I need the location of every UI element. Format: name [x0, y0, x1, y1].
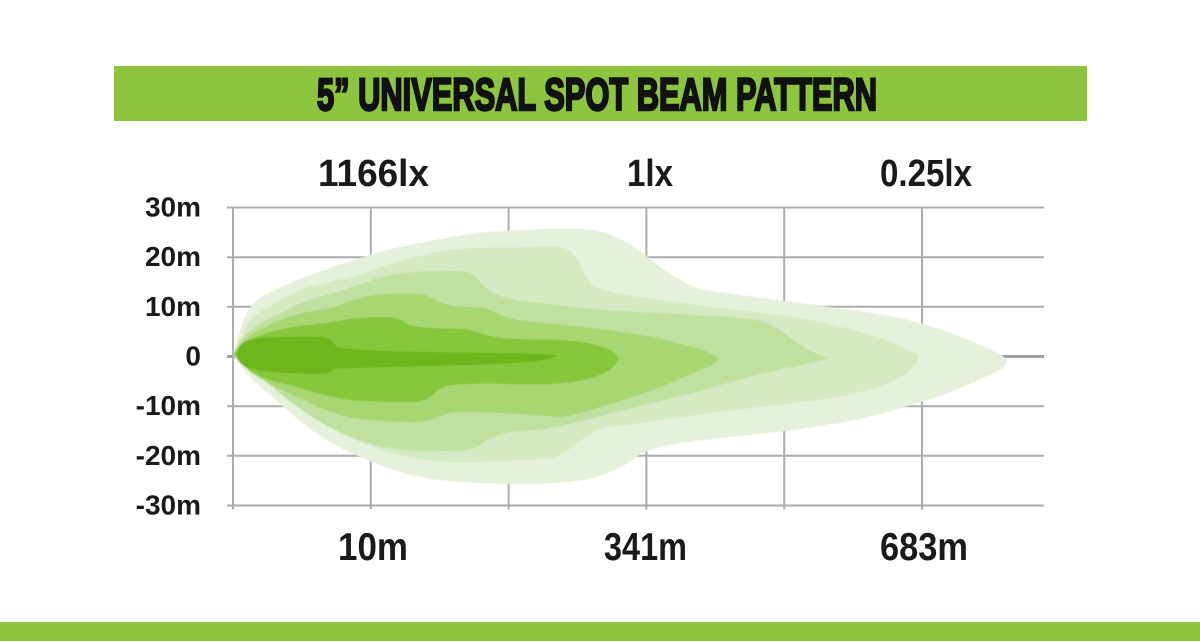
svg-text:20m: 20m	[145, 241, 201, 272]
svg-text:0: 0	[185, 341, 201, 372]
svg-text:10m: 10m	[338, 526, 408, 569]
svg-text:1166lx: 1166lx	[318, 153, 429, 195]
svg-text:1lx: 1lx	[627, 153, 673, 195]
svg-text:-10m: -10m	[136, 390, 201, 421]
svg-text:10m: 10m	[145, 291, 201, 322]
svg-text:-20m: -20m	[136, 440, 201, 471]
svg-text:30m: 30m	[145, 192, 201, 223]
svg-text:-30m: -30m	[136, 490, 201, 521]
svg-text:683m: 683m	[880, 526, 968, 569]
svg-text:341m: 341m	[604, 526, 687, 569]
svg-text:5” UNIVERSAL SPOT BEAM PATTERN: 5” UNIVERSAL SPOT BEAM PATTERN	[317, 69, 877, 120]
svg-text:0.25lx: 0.25lx	[880, 153, 972, 195]
